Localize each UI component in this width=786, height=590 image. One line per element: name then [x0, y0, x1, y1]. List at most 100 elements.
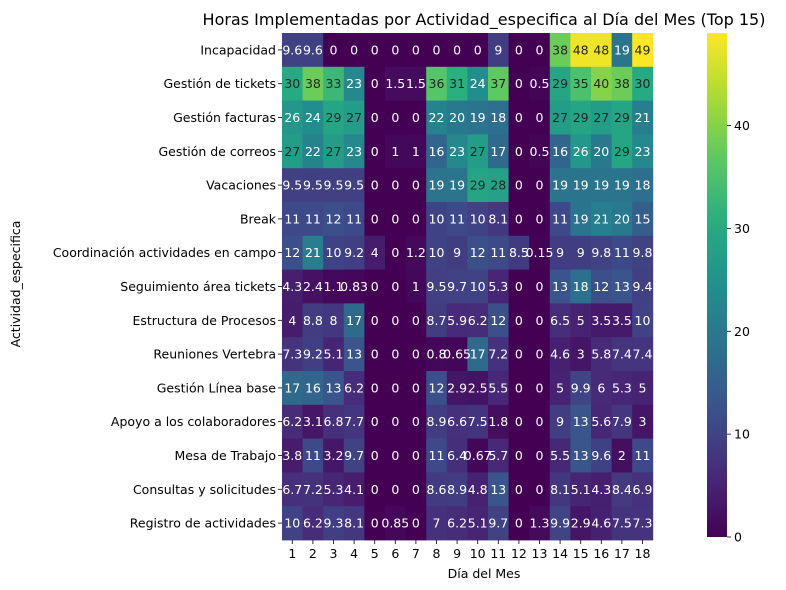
- y-tick-label: Registro de actividades: [130, 516, 276, 531]
- cell-value-label: 5.1: [324, 347, 344, 362]
- cell-value-label: 23: [449, 144, 465, 159]
- heatmap-cell: [343, 337, 365, 372]
- cell-value-label: 9.6: [282, 42, 302, 57]
- colorbar-tick-label: 40: [734, 118, 750, 133]
- heatmap-cell: [323, 100, 345, 135]
- heatmap-cell: [570, 303, 592, 338]
- heatmap-cell: [611, 472, 633, 507]
- cell-value-label: 13: [552, 279, 568, 294]
- cell-value-label: 9.6: [591, 448, 611, 463]
- heatmap-cell: [405, 404, 427, 439]
- cell-value-label: 19: [614, 42, 630, 57]
- heatmap-cell: [364, 100, 386, 135]
- heatmap-cell: [632, 235, 654, 270]
- cell-value-label: 13: [346, 347, 362, 362]
- cell-value-label: 0: [515, 482, 523, 497]
- heatmap-cell: [611, 371, 633, 406]
- heatmap-cell: [508, 404, 530, 439]
- heatmap-cell: [488, 33, 509, 68]
- cell-value-label: 0: [412, 42, 420, 57]
- cell-value-label: 0: [412, 110, 420, 125]
- cell-value-label: 0: [515, 414, 523, 429]
- heatmap-cell: [323, 371, 345, 406]
- colorbar-tick-label: 0: [734, 530, 742, 545]
- cell-value-label: 0: [391, 347, 399, 362]
- cell-value-label: 0: [391, 448, 399, 463]
- cell-value-label: 20: [614, 211, 630, 226]
- cell-value-label: 11: [346, 211, 362, 226]
- heatmap-cell: [323, 506, 345, 541]
- cell-value-label: 38: [305, 76, 321, 91]
- heatmap-cell: [405, 235, 427, 270]
- x-tick-label: 3: [330, 546, 338, 561]
- cell-value-label: 7.3: [633, 516, 653, 531]
- x-tick-label: 12: [511, 546, 527, 561]
- cell-value-label: 40: [593, 76, 609, 91]
- heatmap-cell: [364, 235, 386, 270]
- heatmap-cell: [467, 269, 489, 304]
- cell-value-label: 21: [593, 211, 609, 226]
- heatmap-cell: [508, 337, 530, 372]
- cell-value-label: 23: [346, 144, 362, 159]
- cell-value-label: 0.65: [443, 347, 471, 362]
- heatmap-cell: [385, 100, 406, 135]
- heatmap-cell: [323, 202, 345, 237]
- heatmap-cell: [591, 371, 612, 406]
- cell-value-label: 13: [326, 380, 342, 395]
- cell-value-label: 4: [371, 245, 379, 260]
- cell-value-label: 6.2: [344, 380, 364, 395]
- cell-value-label: 1: [391, 144, 399, 159]
- heatmap-cell: [282, 303, 303, 338]
- heatmap-cell: [611, 303, 633, 338]
- y-tick-label: Consultas y solicitudes: [133, 482, 276, 497]
- heatmap-cell: [591, 235, 612, 270]
- cell-value-label: 5: [577, 313, 585, 328]
- cell-value-label: 11: [449, 211, 465, 226]
- x-tick-label: 9: [453, 546, 461, 561]
- heatmap-cell: [302, 472, 324, 507]
- cell-value-label: 27: [326, 144, 342, 159]
- cell-value-label: 9: [577, 245, 585, 260]
- cell-value-label: 8.6: [427, 482, 447, 497]
- cell-value-label: 7.3: [282, 347, 302, 362]
- heatmap-cell: [364, 472, 386, 507]
- cell-value-label: 9.5: [303, 178, 323, 193]
- cell-value-label: 9.5: [282, 178, 302, 193]
- heatmap-cell: [632, 100, 654, 135]
- heatmap-cell: [385, 472, 406, 507]
- heatmap-cell: [364, 506, 386, 541]
- cell-value-label: 6.8: [324, 414, 344, 429]
- heatmap-cell: [302, 371, 324, 406]
- y-tick-label: Reuniones Vertebra: [153, 347, 276, 362]
- heatmap-cell: [611, 269, 633, 304]
- cell-value-label: 0: [536, 110, 544, 125]
- heatmap-cell: [549, 472, 571, 507]
- cell-value-label: 12: [593, 279, 609, 294]
- cell-value-label: 31: [449, 76, 465, 91]
- cell-value-label: 9.2: [344, 245, 364, 260]
- cell-value-label: 27: [284, 144, 300, 159]
- cell-value-label: 0: [371, 380, 379, 395]
- heatmap-cell: [302, 66, 324, 101]
- cell-value-label: 1.1: [324, 279, 344, 294]
- heatmap-cell: [302, 33, 324, 68]
- cell-value-label: 2: [618, 448, 626, 463]
- heatmap-cell: [508, 202, 530, 237]
- heatmap-cell: [385, 438, 406, 473]
- heatmap-cell: [446, 472, 468, 507]
- heatmap-cell: [591, 100, 612, 135]
- y-tick-label: Incapacidad: [200, 42, 276, 57]
- heatmap-cell: [529, 134, 551, 169]
- cell-value-label: 0: [371, 178, 379, 193]
- cell-value-label: 16: [552, 144, 568, 159]
- cell-value-label: 8.1: [550, 482, 570, 497]
- heatmap-cell: [508, 66, 530, 101]
- heatmap-cell: [385, 506, 406, 541]
- cell-value-label: 0: [453, 42, 461, 57]
- cell-value-label: 38: [614, 76, 630, 91]
- y-tick-label: Gestión de correos: [158, 144, 276, 159]
- heatmap-cell: [467, 134, 489, 169]
- cell-value-label: 0: [474, 42, 482, 57]
- heatmap-cell: [508, 269, 530, 304]
- heatmap-cell: [570, 371, 592, 406]
